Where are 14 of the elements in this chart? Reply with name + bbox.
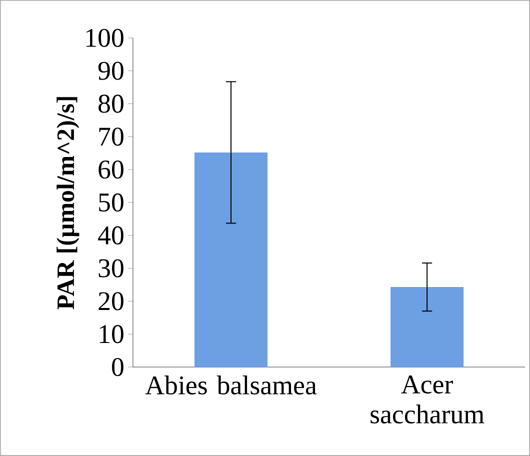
y-tick-label: 70 bbox=[99, 128, 124, 146]
y-tick-label: 40 bbox=[98, 226, 124, 244]
y-tick-label: 80 bbox=[98, 94, 124, 113]
y-axis-title: PAR [(µmol/m^2)/s] bbox=[56, 97, 80, 310]
y-tick-label: 10 bbox=[100, 325, 124, 344]
y-tick-label: 30 bbox=[98, 259, 124, 278]
y-tick-label: 90 bbox=[98, 62, 124, 80]
x-tick-label: Acer saccharum bbox=[370, 376, 484, 424]
x-tick-label: Abies balsamea bbox=[145, 376, 317, 395]
y-tick-label: 50 bbox=[99, 193, 124, 212]
y-tick-label: 0 bbox=[112, 358, 124, 376]
y-tick-label: 60 bbox=[98, 160, 124, 179]
y-tick-label: 20 bbox=[98, 292, 124, 310]
y-tick-label: 100 bbox=[86, 28, 124, 48]
